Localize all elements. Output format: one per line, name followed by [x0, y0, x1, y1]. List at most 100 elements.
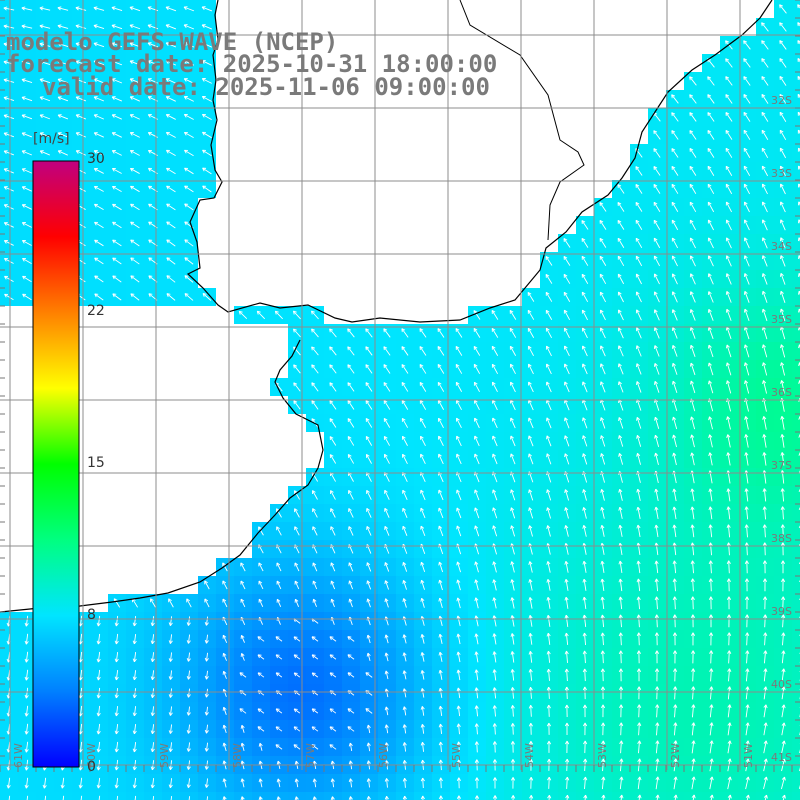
wind-arrow	[3, 24, 15, 29]
title-valid-date: valid date: 2025-11-06 09:00:00	[42, 73, 490, 101]
wind-arrow	[184, 239, 194, 247]
wind-cell	[792, 0, 800, 18]
wind-cell	[792, 198, 800, 216]
colorbar-tick: 0	[87, 759, 96, 775]
wind-cell	[792, 486, 800, 504]
wind-arrow	[797, 201, 800, 206]
wind-arrow	[653, 130, 661, 140]
wind-arrow	[129, 6, 141, 12]
wind-arrow	[39, 6, 51, 11]
wind-arrow	[689, 326, 696, 339]
wind-arrow	[761, 58, 769, 68]
wind-arrow	[671, 309, 678, 321]
wind-arrow	[564, 381, 570, 393]
wind-arrow	[743, 94, 751, 104]
longitude-label: 52W	[669, 743, 682, 768]
wind-arrow	[329, 346, 337, 356]
wind-cell	[792, 774, 800, 792]
wind-arrow	[93, 150, 104, 156]
wind-cell	[306, 792, 324, 800]
wind-arrow	[473, 310, 481, 320]
wind-arrow	[725, 362, 732, 376]
wind-arrow	[93, 186, 104, 192]
wind-arrow	[761, 290, 768, 303]
wind-arrow	[707, 237, 714, 249]
wind-arrow	[419, 381, 427, 392]
wind-arrow	[491, 345, 499, 356]
longitude-label: 59W	[158, 743, 171, 768]
wind-arrow	[183, 42, 195, 48]
wind-arrow	[112, 293, 122, 301]
wind-arrow	[725, 291, 732, 303]
wind-arrow	[166, 203, 176, 211]
latitude-label: 38S	[771, 532, 792, 545]
wind-arrow	[111, 132, 122, 138]
wind-arrow	[671, 237, 679, 249]
wind-arrow	[75, 150, 86, 156]
wind-arrow	[599, 309, 606, 321]
wind-arrow	[743, 76, 751, 86]
wind-arrow	[130, 167, 140, 174]
wind-arrow	[201, 113, 212, 120]
wind-arrow	[617, 273, 625, 285]
wind-arrow	[743, 219, 750, 231]
wind-arrow	[563, 291, 571, 302]
wind-cell	[324, 792, 342, 800]
wind-arrow	[401, 382, 409, 392]
wind-arrow	[689, 94, 697, 104]
wind-arrow	[184, 149, 194, 157]
wind-cell	[792, 378, 800, 396]
wind-cell	[792, 36, 800, 54]
wind-arrow	[635, 291, 642, 303]
wind-arrow	[111, 168, 122, 174]
wind-arrow	[582, 381, 588, 393]
wind-arrow	[653, 148, 661, 158]
wind-arrow	[93, 96, 105, 102]
wind-arrow	[779, 4, 787, 14]
wind-arrow	[707, 326, 714, 339]
wind-cell	[270, 792, 288, 800]
wind-arrow	[725, 129, 733, 140]
wind-arrow	[57, 60, 69, 66]
wind-arrow	[689, 255, 696, 267]
wind-cell	[792, 54, 800, 72]
wind-arrow	[111, 96, 123, 102]
wind-arrow	[563, 255, 571, 266]
wind-arrow	[689, 183, 697, 194]
wind-arrow	[111, 60, 123, 66]
wind-arrow	[617, 327, 624, 339]
wind-arrow	[635, 166, 643, 176]
wind-arrow	[201, 96, 212, 102]
wind-arrow	[707, 147, 715, 158]
wind-arrow	[129, 114, 140, 120]
wind-arrow	[93, 6, 105, 11]
wind-arrow	[599, 202, 607, 212]
wind-arrow	[743, 58, 751, 68]
wind-cell	[90, 792, 108, 800]
wind-arrow	[112, 221, 122, 229]
wind-arrow	[202, 185, 212, 193]
wind-arrow	[545, 291, 553, 302]
wind-arrow	[779, 111, 787, 122]
wind-arrow	[75, 42, 87, 48]
wind-arrow	[57, 114, 69, 120]
wind-arrow	[599, 255, 607, 266]
wind-arrow	[347, 364, 355, 374]
wind-cell	[756, 792, 774, 800]
wind-arrow	[401, 364, 409, 374]
latitude-label: 37S	[771, 459, 792, 472]
wind-arrow	[689, 148, 697, 158]
wind-cell	[792, 792, 800, 800]
wind-arrow	[707, 201, 715, 213]
colorbar-unit: [m/s]	[33, 131, 70, 147]
wind-arrow	[671, 345, 678, 357]
wind-arrow	[635, 345, 642, 357]
wind-arrow	[130, 275, 140, 283]
wind-arrow	[779, 165, 786, 177]
wind-arrow	[130, 239, 140, 247]
wind-arrow	[779, 129, 787, 141]
wind-arrow	[725, 255, 732, 267]
wind-arrow	[293, 328, 301, 338]
wind-arrow	[202, 293, 212, 301]
wind-arrow	[527, 327, 535, 338]
